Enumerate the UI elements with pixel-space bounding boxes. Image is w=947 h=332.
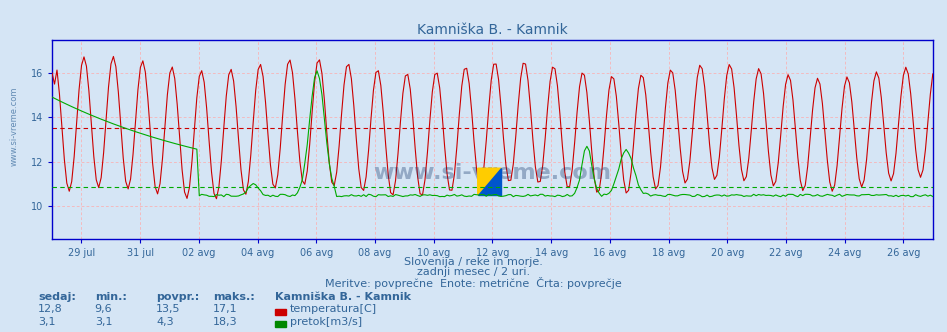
Text: 9,6: 9,6 — [95, 304, 113, 314]
Text: 3,1: 3,1 — [95, 317, 112, 327]
Text: povpr.:: povpr.: — [156, 292, 200, 302]
Text: 13,5: 13,5 — [156, 304, 181, 314]
Text: 4,3: 4,3 — [156, 317, 174, 327]
Text: zadnji mesec / 2 uri.: zadnji mesec / 2 uri. — [417, 267, 530, 277]
Text: Kamniška B. - Kamnik: Kamniška B. - Kamnik — [275, 292, 411, 302]
Text: sedaj:: sedaj: — [38, 292, 76, 302]
Text: maks.:: maks.: — [213, 292, 255, 302]
Polygon shape — [478, 168, 501, 195]
Text: www.si-vreme.com: www.si-vreme.com — [9, 86, 19, 166]
Text: 18,3: 18,3 — [213, 317, 238, 327]
Text: www.si-vreme.com: www.si-vreme.com — [373, 163, 612, 183]
Title: Kamniška B. - Kamnik: Kamniška B. - Kamnik — [417, 23, 568, 37]
Text: 12,8: 12,8 — [38, 304, 63, 314]
Text: pretok[m3/s]: pretok[m3/s] — [290, 317, 362, 327]
Text: 3,1: 3,1 — [38, 317, 55, 327]
Text: temperatura[C]: temperatura[C] — [290, 304, 377, 314]
Text: min.:: min.: — [95, 292, 127, 302]
Text: 17,1: 17,1 — [213, 304, 238, 314]
Polygon shape — [478, 168, 501, 195]
Text: Slovenija / reke in morje.: Slovenija / reke in morje. — [404, 257, 543, 267]
Text: Meritve: povprečne  Enote: metrične  Črta: povprečje: Meritve: povprečne Enote: metrične Črta:… — [325, 277, 622, 289]
